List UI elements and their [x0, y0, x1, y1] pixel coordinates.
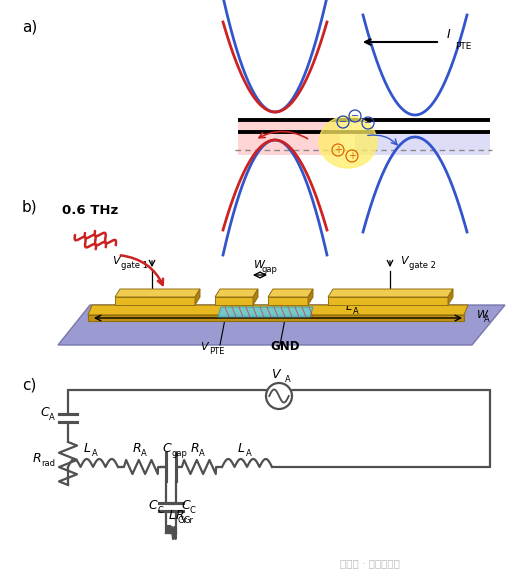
- Text: A: A: [49, 413, 54, 422]
- Text: $V$: $V$: [400, 254, 410, 266]
- Text: A: A: [92, 449, 98, 458]
- Text: GND: GND: [270, 340, 300, 353]
- Text: gap: gap: [261, 265, 277, 274]
- Text: $V$: $V$: [271, 368, 282, 381]
- Text: a): a): [22, 20, 37, 35]
- Polygon shape: [268, 297, 308, 305]
- Text: −: −: [339, 117, 347, 127]
- Text: A: A: [484, 315, 490, 324]
- Text: C: C: [190, 506, 196, 515]
- Text: $C$: $C$: [162, 442, 173, 455]
- Text: $L$: $L$: [237, 442, 245, 455]
- Polygon shape: [218, 307, 313, 317]
- Text: $W$: $W$: [253, 258, 266, 270]
- Polygon shape: [253, 289, 258, 305]
- Polygon shape: [115, 289, 200, 297]
- Text: b): b): [22, 200, 38, 215]
- Text: $R$: $R$: [132, 442, 141, 455]
- Text: 0.6 THz: 0.6 THz: [62, 204, 118, 217]
- Polygon shape: [215, 289, 258, 297]
- Text: PTE: PTE: [455, 42, 472, 51]
- Text: $V$: $V$: [112, 254, 122, 266]
- Text: c): c): [22, 378, 36, 393]
- Text: $V$: $V$: [200, 340, 210, 352]
- Polygon shape: [308, 289, 313, 305]
- Polygon shape: [215, 297, 253, 305]
- Text: A: A: [246, 449, 252, 458]
- Text: PTE: PTE: [209, 347, 224, 356]
- Text: 公众号 · 石墨烯研究: 公众号 · 石墨烯研究: [340, 558, 400, 568]
- Text: $R$: $R$: [175, 509, 184, 522]
- Polygon shape: [238, 121, 340, 155]
- Text: gap: gap: [171, 449, 187, 458]
- Text: $I$: $I$: [446, 28, 451, 41]
- Polygon shape: [448, 289, 453, 305]
- Text: $R$: $R$: [190, 442, 200, 455]
- Text: $L$: $L$: [345, 300, 353, 312]
- Text: −: −: [351, 111, 359, 121]
- Text: $W$: $W$: [476, 308, 489, 320]
- Text: −: −: [364, 118, 372, 128]
- Polygon shape: [355, 132, 490, 155]
- Text: gate 1: gate 1: [121, 261, 148, 270]
- Text: $L$: $L$: [83, 442, 91, 455]
- Polygon shape: [115, 297, 195, 305]
- Text: gate 2: gate 2: [409, 261, 436, 270]
- Text: C: C: [157, 506, 163, 515]
- Text: $R$: $R$: [32, 452, 41, 465]
- Polygon shape: [268, 289, 313, 297]
- Polygon shape: [58, 305, 505, 345]
- Text: $C$: $C$: [148, 499, 159, 512]
- Polygon shape: [195, 289, 200, 305]
- Text: Gr: Gr: [177, 516, 187, 525]
- Polygon shape: [88, 305, 468, 315]
- Text: $L$: $L$: [168, 509, 176, 522]
- Text: A: A: [141, 449, 147, 458]
- Text: A: A: [285, 375, 291, 384]
- Text: +: +: [334, 145, 342, 155]
- Text: A: A: [353, 307, 359, 316]
- Text: rad: rad: [41, 459, 55, 468]
- Text: Gr: Gr: [184, 516, 194, 525]
- Polygon shape: [328, 297, 448, 305]
- Polygon shape: [88, 315, 464, 321]
- Text: $C$: $C$: [181, 499, 192, 512]
- Text: A: A: [199, 449, 205, 458]
- Text: $C$: $C$: [40, 406, 51, 419]
- Polygon shape: [328, 289, 453, 297]
- Text: +: +: [348, 151, 356, 161]
- Ellipse shape: [319, 116, 377, 168]
